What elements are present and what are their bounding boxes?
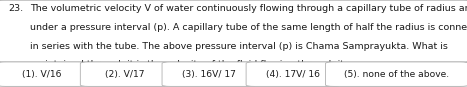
FancyBboxPatch shape <box>80 62 170 86</box>
FancyBboxPatch shape <box>246 62 340 86</box>
FancyBboxPatch shape <box>0 62 86 86</box>
FancyBboxPatch shape <box>162 62 256 86</box>
Text: (5). none of the above.: (5). none of the above. <box>344 70 450 79</box>
FancyBboxPatch shape <box>0 0 467 62</box>
Text: (4). 17V/ 16: (4). 17V/ 16 <box>266 70 320 79</box>
Text: maintained through it is the velocity of the fluid flowing through it: maintained through it is the velocity of… <box>30 60 344 69</box>
Text: (3). 16V/ 17: (3). 16V/ 17 <box>182 70 236 79</box>
Text: (1). V/16: (1). V/16 <box>22 70 62 79</box>
Text: The volumetric velocity V of water continuously flowing through a capillary tube: The volumetric velocity V of water conti… <box>30 4 467 13</box>
Text: under a pressure interval (p). A capillary tube of the same length of half the r: under a pressure interval (p). A capilla… <box>30 23 467 32</box>
FancyBboxPatch shape <box>325 62 467 86</box>
Text: in series with the tube. The above pressure interval (p) is Chama Samprayukta. W: in series with the tube. The above press… <box>30 42 448 51</box>
Text: (2). V/17: (2). V/17 <box>105 70 145 79</box>
Text: 23.: 23. <box>8 4 23 13</box>
